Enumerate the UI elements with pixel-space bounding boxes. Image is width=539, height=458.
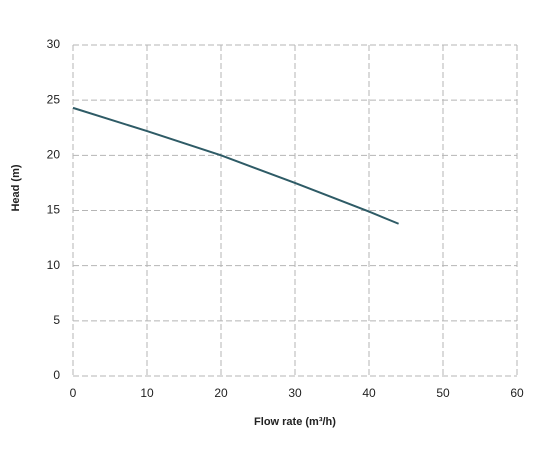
x-tick-label: 30: [288, 386, 302, 400]
y-tick-label: 0: [53, 368, 60, 382]
y-tick-label: 30: [47, 37, 61, 51]
line-series: [72, 106, 399, 225]
x-tick-label: 40: [362, 386, 376, 400]
x-tick-label: 0: [70, 386, 77, 400]
y-axis-title: Head (m): [10, 164, 22, 211]
x-tick-label: 20: [214, 386, 228, 400]
x-tick-label: 10: [140, 386, 154, 400]
y-tick-label: 15: [47, 203, 61, 217]
y-tick-label: 20: [47, 148, 61, 162]
x-tick-label: 60: [510, 386, 524, 400]
y-tick-label: 10: [47, 258, 61, 272]
y-tick-label: 5: [53, 313, 60, 327]
y-tick-label: 25: [47, 92, 61, 106]
x-tick-label: 50: [436, 386, 450, 400]
x-axis-title: Flow rate (m³/h): [254, 416, 336, 428]
